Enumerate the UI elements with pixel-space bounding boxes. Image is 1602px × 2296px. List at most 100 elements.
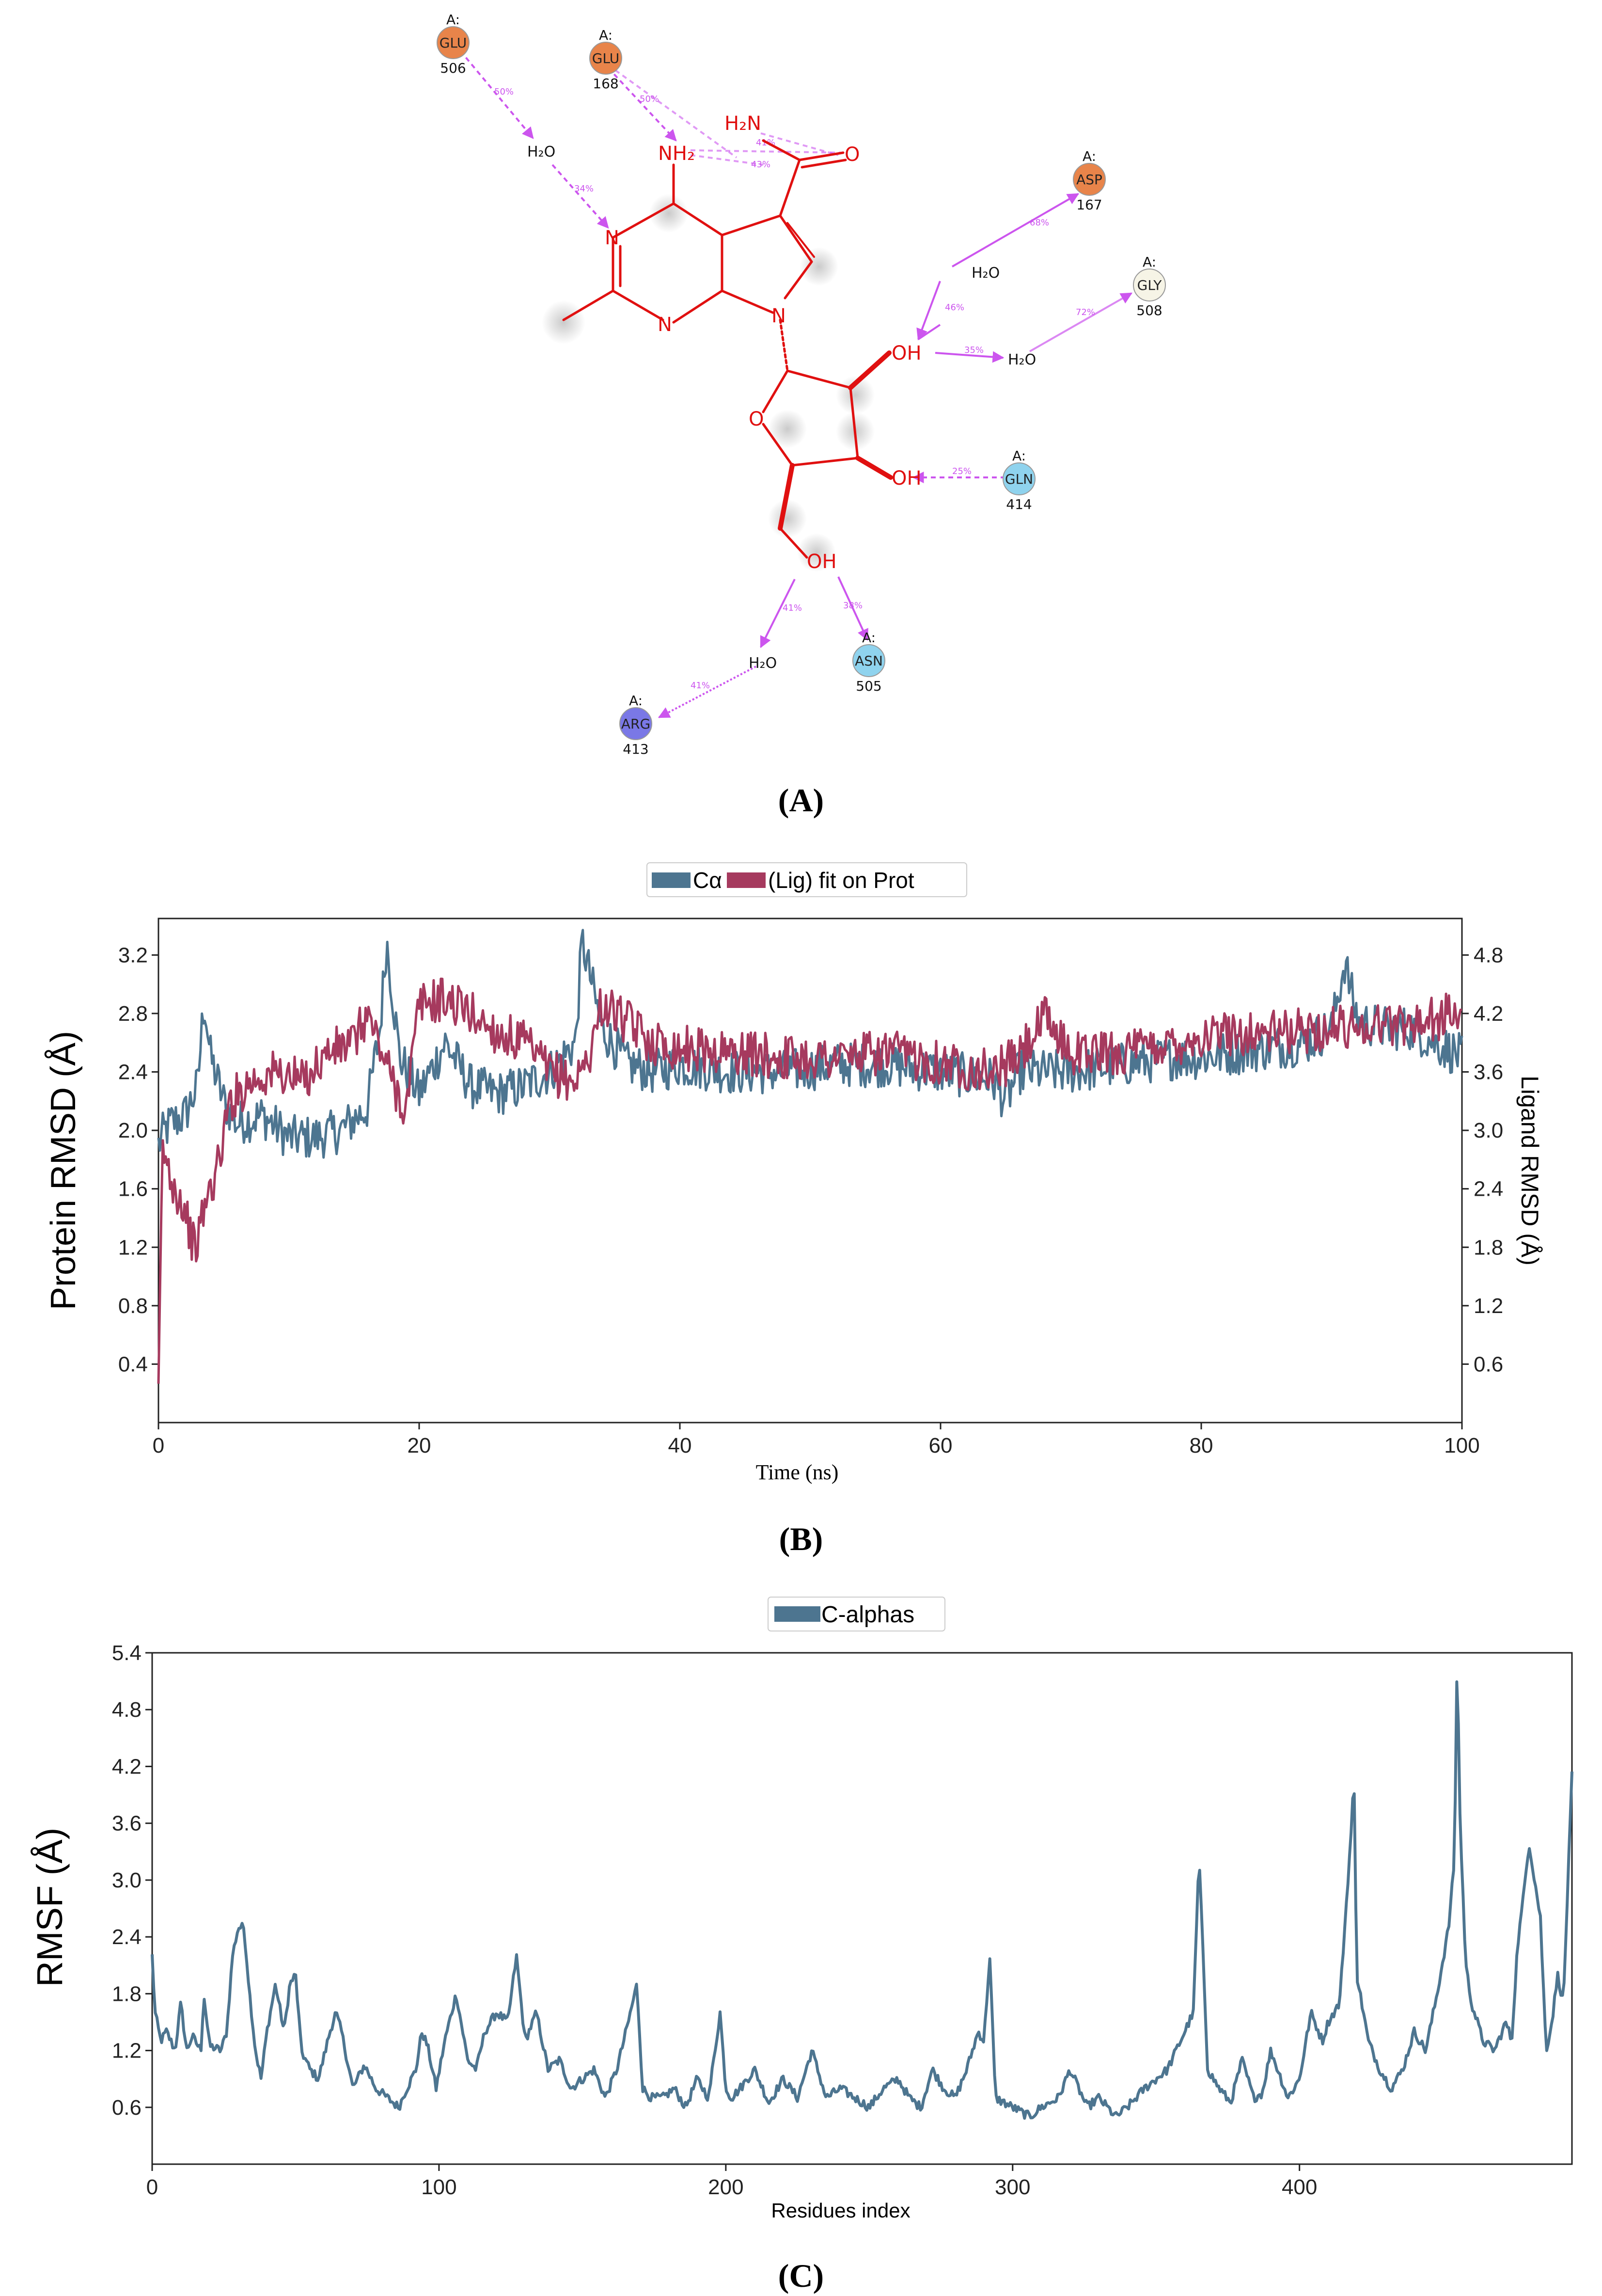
residue-chain: A: — [1143, 254, 1156, 270]
y-axis-label: RMSF (Å) — [30, 1828, 70, 1987]
atom-amide-nh2: H₂N — [724, 112, 761, 135]
legend-swatch-ca — [652, 872, 691, 888]
y-axis-right: 0.6 1.2 1.8 2.4 3.0 3.6 4.2 4.8 — [1462, 943, 1503, 1376]
y-tick-label: 3.2 — [118, 943, 148, 967]
series-group — [157, 929, 1463, 1384]
atom-ring-o: O — [749, 408, 764, 430]
residue-circle — [852, 644, 885, 677]
percent-label: 68% — [1030, 218, 1049, 228]
residue-circle — [437, 26, 470, 59]
x-axis: 0 100 200 300 400 — [146, 2164, 1317, 2199]
y-tick-label: 2.4 — [112, 1925, 141, 1949]
x-axis: 0 20 40 60 80 100 — [153, 1423, 1480, 1457]
legend-label-lig: (Lig) fit on Prot — [768, 868, 914, 893]
legend-box — [768, 1597, 945, 1631]
atom-oh: OH — [807, 551, 837, 573]
solvent-exposure-halos — [542, 194, 875, 572]
percent-label: 41% — [783, 603, 802, 613]
water-label: H₂O — [749, 655, 777, 672]
y2-tick-label: 0.6 — [1474, 1352, 1503, 1376]
water-molecules: H₂O H₂O H₂O H₂O — [527, 143, 1036, 672]
atom-oh: OH — [892, 342, 922, 364]
residue-number: 506 — [440, 60, 466, 76]
residue-arg413: A: ARG 413 — [619, 693, 652, 757]
x-tick-label: 60 — [929, 1434, 953, 1457]
x-tick-label: 0 — [146, 2175, 158, 2199]
legend-label-ca: Cα — [693, 868, 722, 893]
y-tick-label: 1.6 — [118, 1177, 148, 1201]
ligand-atom-labels: N N N NH₂ H₂N O O OH OH OH — [605, 112, 922, 573]
y2-tick-label: 3.6 — [1474, 1061, 1503, 1084]
residue-chain: A: — [1083, 148, 1096, 164]
residue-circle — [589, 42, 622, 75]
panel-label-b: (B) — [779, 1520, 823, 1557]
x-tick-label: 200 — [708, 2175, 743, 2199]
atom-n: N — [771, 305, 786, 327]
x-tick-label: 80 — [1190, 1434, 1213, 1457]
residue-name: GLY — [1137, 277, 1162, 293]
y-tick-label: 2.0 — [118, 1119, 148, 1142]
plot-frame — [151, 1652, 1573, 2165]
atom-amine: NH₂ — [658, 143, 695, 165]
series-line-2 — [157, 977, 1462, 1384]
panel-label-a: (A) — [778, 782, 824, 819]
interaction-percent-labels: 50% 34% 50% 43% 41% 68% 46% 72% 35% 25% … — [494, 87, 1095, 691]
y-tick-label: 0.6 — [112, 2096, 141, 2120]
y-tick-label: 3.0 — [112, 1868, 141, 1892]
residue-asp167: A: ASP 167 — [1073, 148, 1106, 213]
x-tick-label: 400 — [1282, 2175, 1317, 2199]
y-tick-label: 5.4 — [112, 1641, 141, 1665]
y2-tick-label: 3.0 — [1474, 1119, 1503, 1142]
y-axis-left: 0.4 0.8 1.2 1.6 2.0 2.4 2.8 3.2 — [118, 943, 158, 1376]
y2-tick-label: 2.4 — [1474, 1177, 1503, 1201]
legend-swatch-lig — [727, 872, 766, 888]
residue-asn505: A: ASN 505 — [852, 630, 885, 694]
y-tick-label: 0.8 — [118, 1294, 148, 1318]
residue-name: GLN — [1005, 471, 1033, 487]
x-tick-label: 100 — [1444, 1434, 1479, 1457]
residue-number: 505 — [856, 678, 881, 694]
residue-circle — [619, 707, 652, 740]
residue-name: ASN — [855, 653, 883, 669]
series-group — [151, 1680, 1573, 2120]
x-tick-label: 100 — [421, 2175, 456, 2199]
y2-tick-label: 4.2 — [1474, 1002, 1503, 1026]
residue-circle — [1003, 462, 1036, 495]
x-tick-label: 300 — [995, 2175, 1030, 2199]
residue-gln414: A: GLN 414 — [1003, 448, 1036, 512]
rmsd-chart: 0.4 0.8 1.2 1.6 2.0 2.4 2.8 3.2 0.6 1.2 1.8 2.4 3.0… — [44, 862, 1543, 1484]
y-axis: 0.6 1.2 1.8 2.4 3.0 3.6 4.2 4.8 5.4 — [112, 1641, 152, 2120]
water-label: H₂O — [972, 265, 1000, 282]
percent-label: 25% — [952, 466, 972, 476]
panel-label-c: (C) — [778, 2257, 824, 2294]
residue-number: 508 — [1136, 302, 1162, 318]
x-tick-label: 20 — [408, 1434, 431, 1457]
atom-amide-o: O — [845, 143, 860, 166]
legend: Cα (Lig) fit on Prot — [646, 862, 967, 897]
residue-circle — [1073, 163, 1106, 196]
y-tick-label: 4.8 — [112, 1698, 141, 1722]
residue-name: ASP — [1076, 172, 1102, 188]
residue-number: 414 — [1006, 496, 1032, 512]
y-tick-label: 2.4 — [118, 1061, 148, 1084]
y-tick-label: 1.2 — [112, 2039, 141, 2063]
y2-axis-label: Ligand RMSD (Å) — [1516, 1076, 1543, 1266]
residue-name: GLU — [440, 35, 467, 51]
percent-label: 50% — [494, 87, 514, 97]
residue-circle — [1133, 269, 1166, 301]
percent-label: 46% — [945, 302, 964, 313]
atom-oh: OH — [892, 467, 922, 490]
residue-chain: A: — [599, 27, 613, 43]
plot-frame — [157, 918, 1463, 1424]
legend-label-calphas: C-alphas — [821, 1602, 914, 1628]
percent-label: 50% — [640, 94, 659, 104]
y-tick-label: 3.6 — [112, 1812, 141, 1836]
y-axis-label: Protein RMSD (Å) — [44, 1031, 83, 1310]
percent-label: 43% — [751, 159, 770, 170]
residue-number: 167 — [1076, 197, 1102, 213]
series-line-1 — [157, 929, 1463, 1159]
residue-chain: A: — [629, 693, 643, 709]
atom-n: N — [658, 314, 672, 336]
x-axis-label: Residues index — [771, 2199, 910, 2222]
